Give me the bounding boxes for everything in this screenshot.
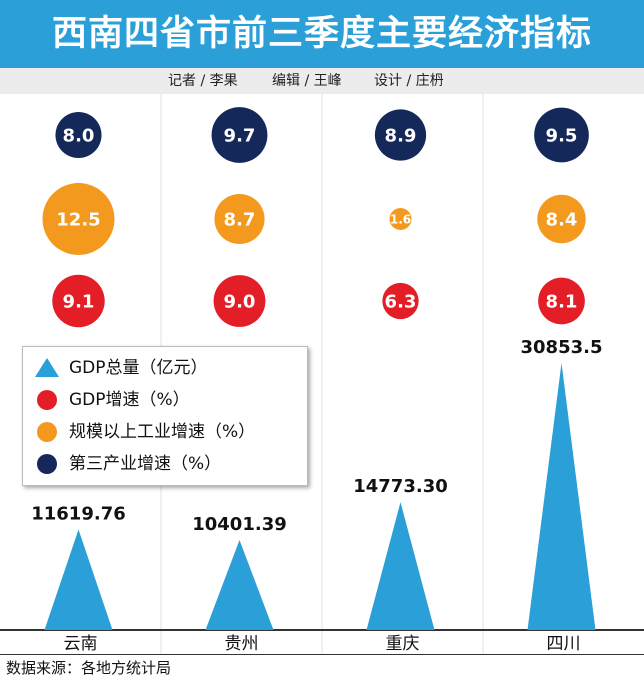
growth-circle: [214, 193, 265, 245]
navy-circle-icon: [37, 454, 57, 474]
legend-label: 第三产业增速（%）: [69, 454, 222, 474]
data-label: 9.7: [224, 125, 256, 146]
credit-reporter: 记者 / 李果: [168, 73, 238, 89]
growth-circle: [382, 282, 419, 320]
legend-item-tertiary-growth: 第三产业增速（%）: [35, 449, 303, 479]
category-label: 贵州: [225, 634, 259, 654]
growth-circle: [374, 109, 427, 161]
growth-circle: [42, 183, 115, 255]
gdp-value-label: 10401.39: [192, 514, 287, 535]
legend-label: 规模以上工业增速（%）: [69, 422, 256, 442]
data-label: 8.7: [224, 209, 256, 230]
legend-item-gdp-growth: GDP增速（%）: [35, 385, 303, 415]
red-circle-icon: [37, 390, 57, 410]
growth-circle: [389, 208, 412, 230]
page-title: 西南四省市前三季度主要经济指标: [0, 0, 644, 68]
growth-circle: [211, 107, 268, 163]
chart: 8.0 9.7 8.9 9.5 12.5 8.7 1.6 8.4 9.1 9.0 6.3 8.1 116…: [0, 94, 644, 655]
data-label: 9.1: [63, 291, 95, 312]
data-label: 8.9: [385, 125, 417, 146]
gdp-value-label: 11619.76: [31, 503, 126, 524]
category-label: 重庆: [386, 634, 420, 654]
legend-item-gdp-total: GDP总量（亿元）: [35, 353, 303, 383]
gdp-triangle: [44, 529, 113, 630]
legend-item-industry-growth: 规模以上工业增速（%）: [35, 417, 303, 447]
growth-circle: [534, 107, 589, 163]
legend-label: GDP总量（亿元）: [69, 358, 208, 378]
gdp-triangle: [366, 502, 435, 630]
legend: GDP总量（亿元） GDP增速（%） 规模以上工业增速（%） 第三产业增速（%）: [22, 346, 308, 486]
category-label: 云南: [64, 634, 98, 654]
data-label: 8.4: [546, 209, 578, 230]
gdp-triangle: [527, 363, 596, 630]
gdp-triangle: [205, 539, 274, 630]
legend-label: GDP增速（%）: [69, 390, 190, 410]
data-label: 6.3: [385, 291, 417, 312]
data-label: 8.1: [546, 291, 578, 312]
data-label: 9.5: [546, 125, 578, 146]
growth-circle: [55, 111, 102, 159]
data-label: 12.5: [56, 209, 100, 230]
data-label: 9.0: [224, 291, 256, 312]
data-label: 8.0: [63, 125, 95, 146]
growth-circle: [213, 275, 266, 327]
growth-circle: [538, 277, 585, 325]
data-label: 1.6: [390, 212, 411, 226]
source-note: 数据来源：各地方统计局: [6, 659, 172, 677]
gdp-value-label: 14773.30: [353, 476, 448, 497]
growth-circle: [52, 274, 105, 328]
credit-designer: 设计 / 庄枬: [374, 73, 444, 89]
credits-bar: 记者 / 李果 编辑 / 王峰 设计 / 庄枬: [0, 68, 644, 94]
orange-circle-icon: [37, 422, 57, 442]
growth-circle: [537, 194, 586, 244]
gdp-value-label: 30853.5: [521, 337, 603, 358]
triangle-icon: [35, 358, 59, 377]
credit-editor: 编辑 / 王峰: [272, 73, 342, 89]
category-label: 四川: [547, 634, 581, 654]
